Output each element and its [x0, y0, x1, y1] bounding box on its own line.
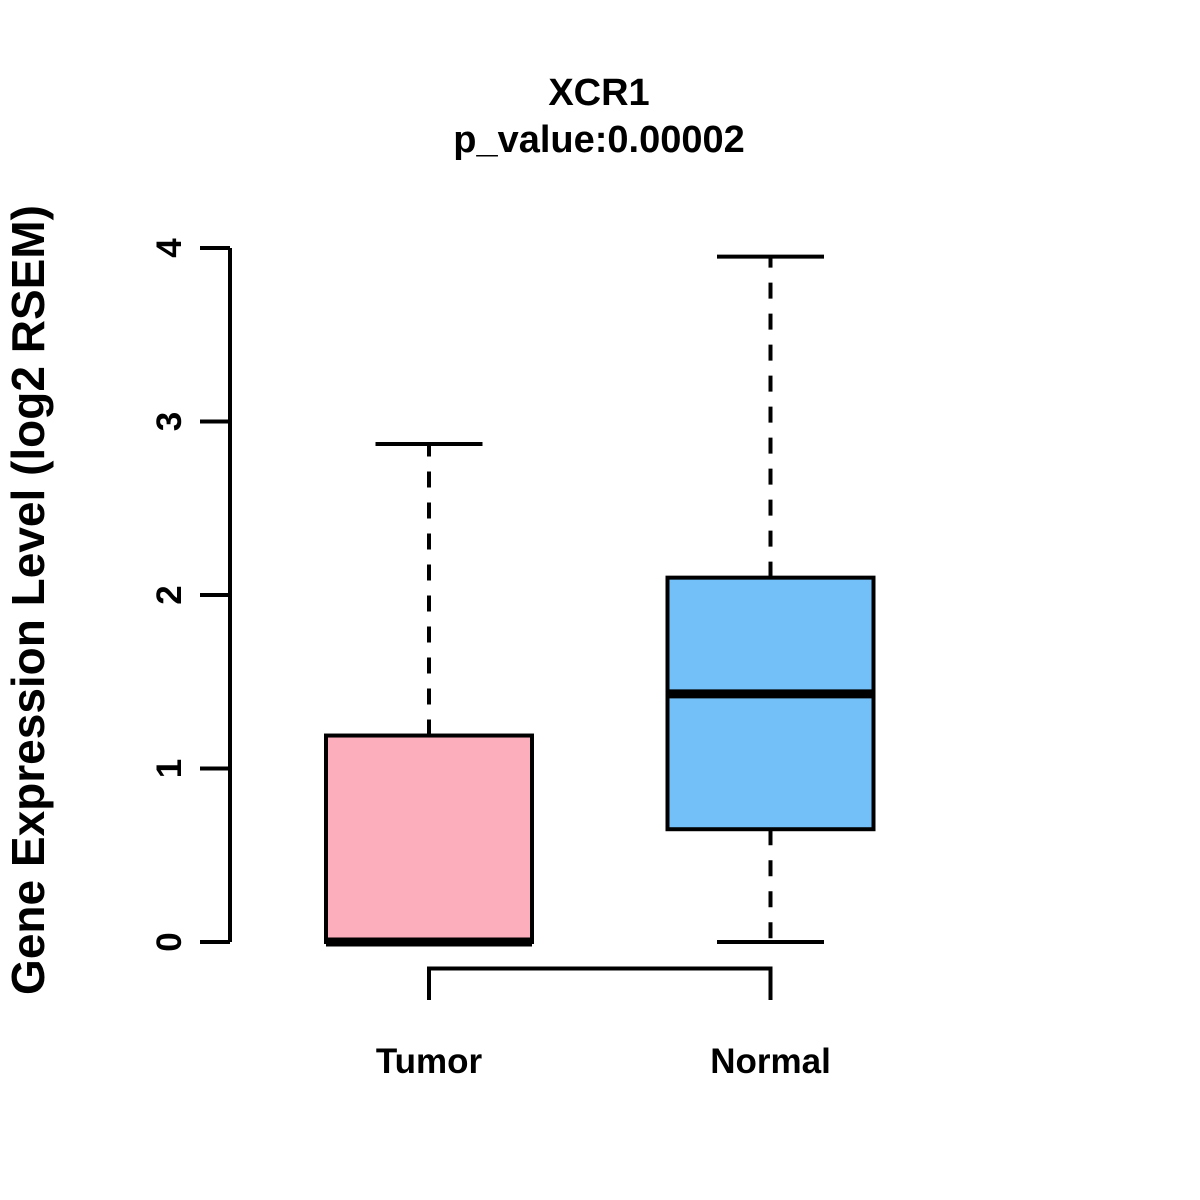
- box-normal: [665, 575, 876, 832]
- plot-area: 0 1 2 3 4 Tumor Normal: [150, 238, 876, 1081]
- y-axis-tick-label: 0: [150, 932, 189, 951]
- y-axis-title: Gene Expression Level (log2 RSEM): [2, 205, 54, 995]
- chart-subtitle-pvalue: p_value:0.00002: [453, 119, 745, 161]
- y-axis-tick-label: 3: [150, 412, 189, 431]
- y-axis-tick-label: 2: [150, 585, 189, 604]
- y-axis-tick-label: 4: [150, 238, 189, 258]
- comparison-bracket: [427, 966, 773, 1000]
- box-tumor: [324, 733, 534, 944]
- x-axis-label-normal: Normal: [710, 1042, 831, 1081]
- x-axis-label-tumor: Tumor: [376, 1042, 483, 1081]
- chart-title: XCR1: [548, 72, 649, 114]
- y-axis-tick-label: 1: [150, 759, 189, 778]
